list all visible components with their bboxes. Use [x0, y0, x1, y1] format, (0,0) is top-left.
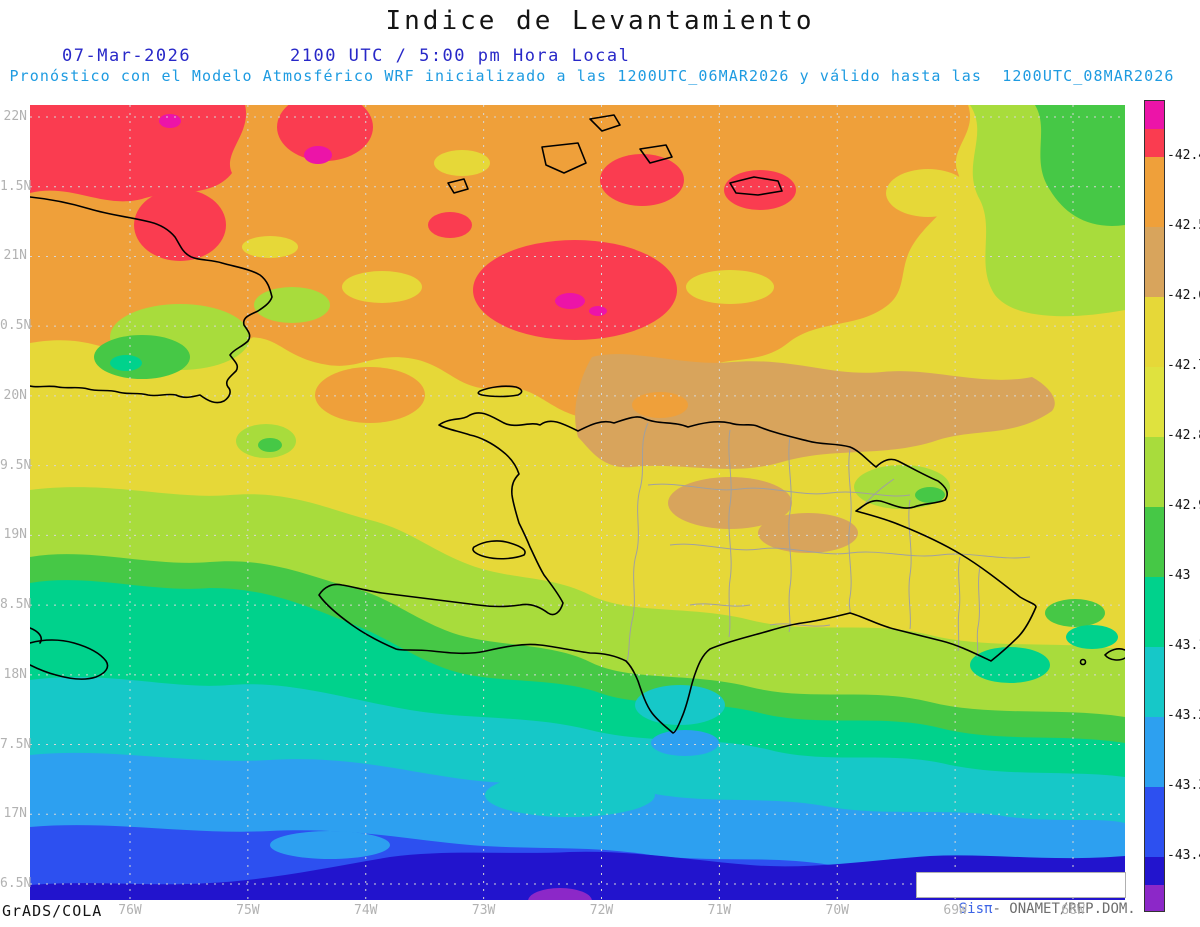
bahamas-islands	[447, 114, 783, 196]
lon-tick-label: 72W	[589, 903, 614, 918]
cuba-coastline	[29, 196, 273, 404]
lon-tick-label: 68W	[1061, 903, 1085, 918]
hispaniola-coastline	[318, 412, 1037, 734]
forecast-note: Pronóstico con el Modelo Atmosférico WRF…	[9, 67, 1175, 85]
lat-tick-label: 20N	[3, 387, 27, 403]
lat-tick-label: 18N	[3, 666, 27, 682]
colorbar-segment-blue	[1145, 787, 1164, 857]
lat-tick-label: 7.5N	[0, 736, 32, 752]
brand-name: Sisπ	[958, 901, 993, 917]
lat-tick-label: 19N	[3, 527, 27, 543]
puerto-rico-edge	[1104, 648, 1126, 661]
colorbar-tick-label: -43.3	[1167, 778, 1200, 793]
lat-tick-label: 21N	[3, 248, 27, 264]
page-title: Indice de Levantamiento	[385, 6, 815, 36]
coastlines	[29, 114, 1126, 734]
colorbar-tick-label: -43.4	[1167, 848, 1200, 863]
jamaica-coastline	[29, 639, 109, 680]
lat-tick-label: 1.5N	[0, 178, 32, 194]
colorbar-tick-label: -43.2	[1167, 708, 1200, 723]
colorbar-segment-yellow2	[1145, 367, 1164, 437]
valid-date: 07-Mar-2026	[62, 46, 192, 66]
colorbar-segment-darkblue	[1145, 857, 1164, 885]
gonave-island	[472, 540, 526, 560]
colorbar-segment-orange	[1145, 157, 1164, 227]
branding-box: Sisπ- ONAMET/REP.DOM.	[916, 872, 1136, 917]
colorbar-tick-label: -43.1	[1167, 638, 1200, 653]
lon-tick-label: 76W	[118, 903, 142, 918]
colorbar-segment-yellow	[1145, 297, 1164, 367]
lon-tick-label: 73W	[471, 903, 496, 918]
lifted-index-map	[29, 93, 1126, 914]
colorbar-segment-tan	[1145, 227, 1164, 297]
jamaica-north-squiggle	[29, 627, 43, 644]
colorbar-segment-red	[1145, 129, 1164, 157]
lat-tick-label: 17N	[3, 806, 27, 822]
map-plot-area	[29, 93, 1126, 914]
lat-tick-label: 9.5N	[0, 457, 32, 473]
brand-suffix: - ONAMET/REP.DOM.	[992, 901, 1136, 917]
colorbar-segment-teal	[1145, 577, 1164, 647]
colorbar-segment-magenta	[1145, 101, 1164, 129]
tortuga-island	[477, 385, 523, 398]
lon-tick-label: 74W	[354, 903, 378, 918]
colorbar-tick-label: -42.6	[1167, 288, 1200, 303]
colorbar-tick-label: -42.8	[1167, 428, 1200, 443]
mona-island	[1079, 658, 1087, 666]
grads-credit: GrADS/COLA	[2, 902, 103, 920]
colorbar-tick-label: -42.4	[1167, 148, 1200, 163]
colorbar-segment-cyan	[1145, 647, 1164, 717]
colorbar-tick-label: -42.5	[1167, 218, 1200, 233]
lon-tick-label: 70W	[825, 903, 849, 918]
colorbar-segment-lightblue	[1145, 717, 1164, 787]
lon-tick-label: 71W	[707, 903, 732, 918]
colorbar-segment-yellowgreen	[1145, 437, 1164, 507]
lon-tick-label: 75W	[236, 903, 260, 918]
colorbar-segment-purple	[1145, 885, 1164, 911]
lon-tick-label: 69W	[943, 903, 967, 918]
field-fill-layer	[30, 93, 1125, 914]
lat-tick-label: 0.5N	[0, 318, 32, 334]
colorbar-tick-label: -42.7	[1167, 358, 1200, 373]
colorbar-segment-green	[1145, 507, 1164, 577]
lat-tick-label: 6.5N	[0, 875, 32, 891]
colorbar-tick-label: -43	[1167, 568, 1191, 583]
colorbar-tick-label: -42.9	[1167, 498, 1200, 513]
province-borders	[626, 422, 1031, 662]
colorbar	[1144, 100, 1165, 912]
lat-tick-label: 8.5N	[0, 597, 32, 613]
valid-time: 2100 UTC / 5:00 pm Hora Local	[290, 46, 631, 66]
lat-tick-label: 22N	[3, 109, 27, 124]
